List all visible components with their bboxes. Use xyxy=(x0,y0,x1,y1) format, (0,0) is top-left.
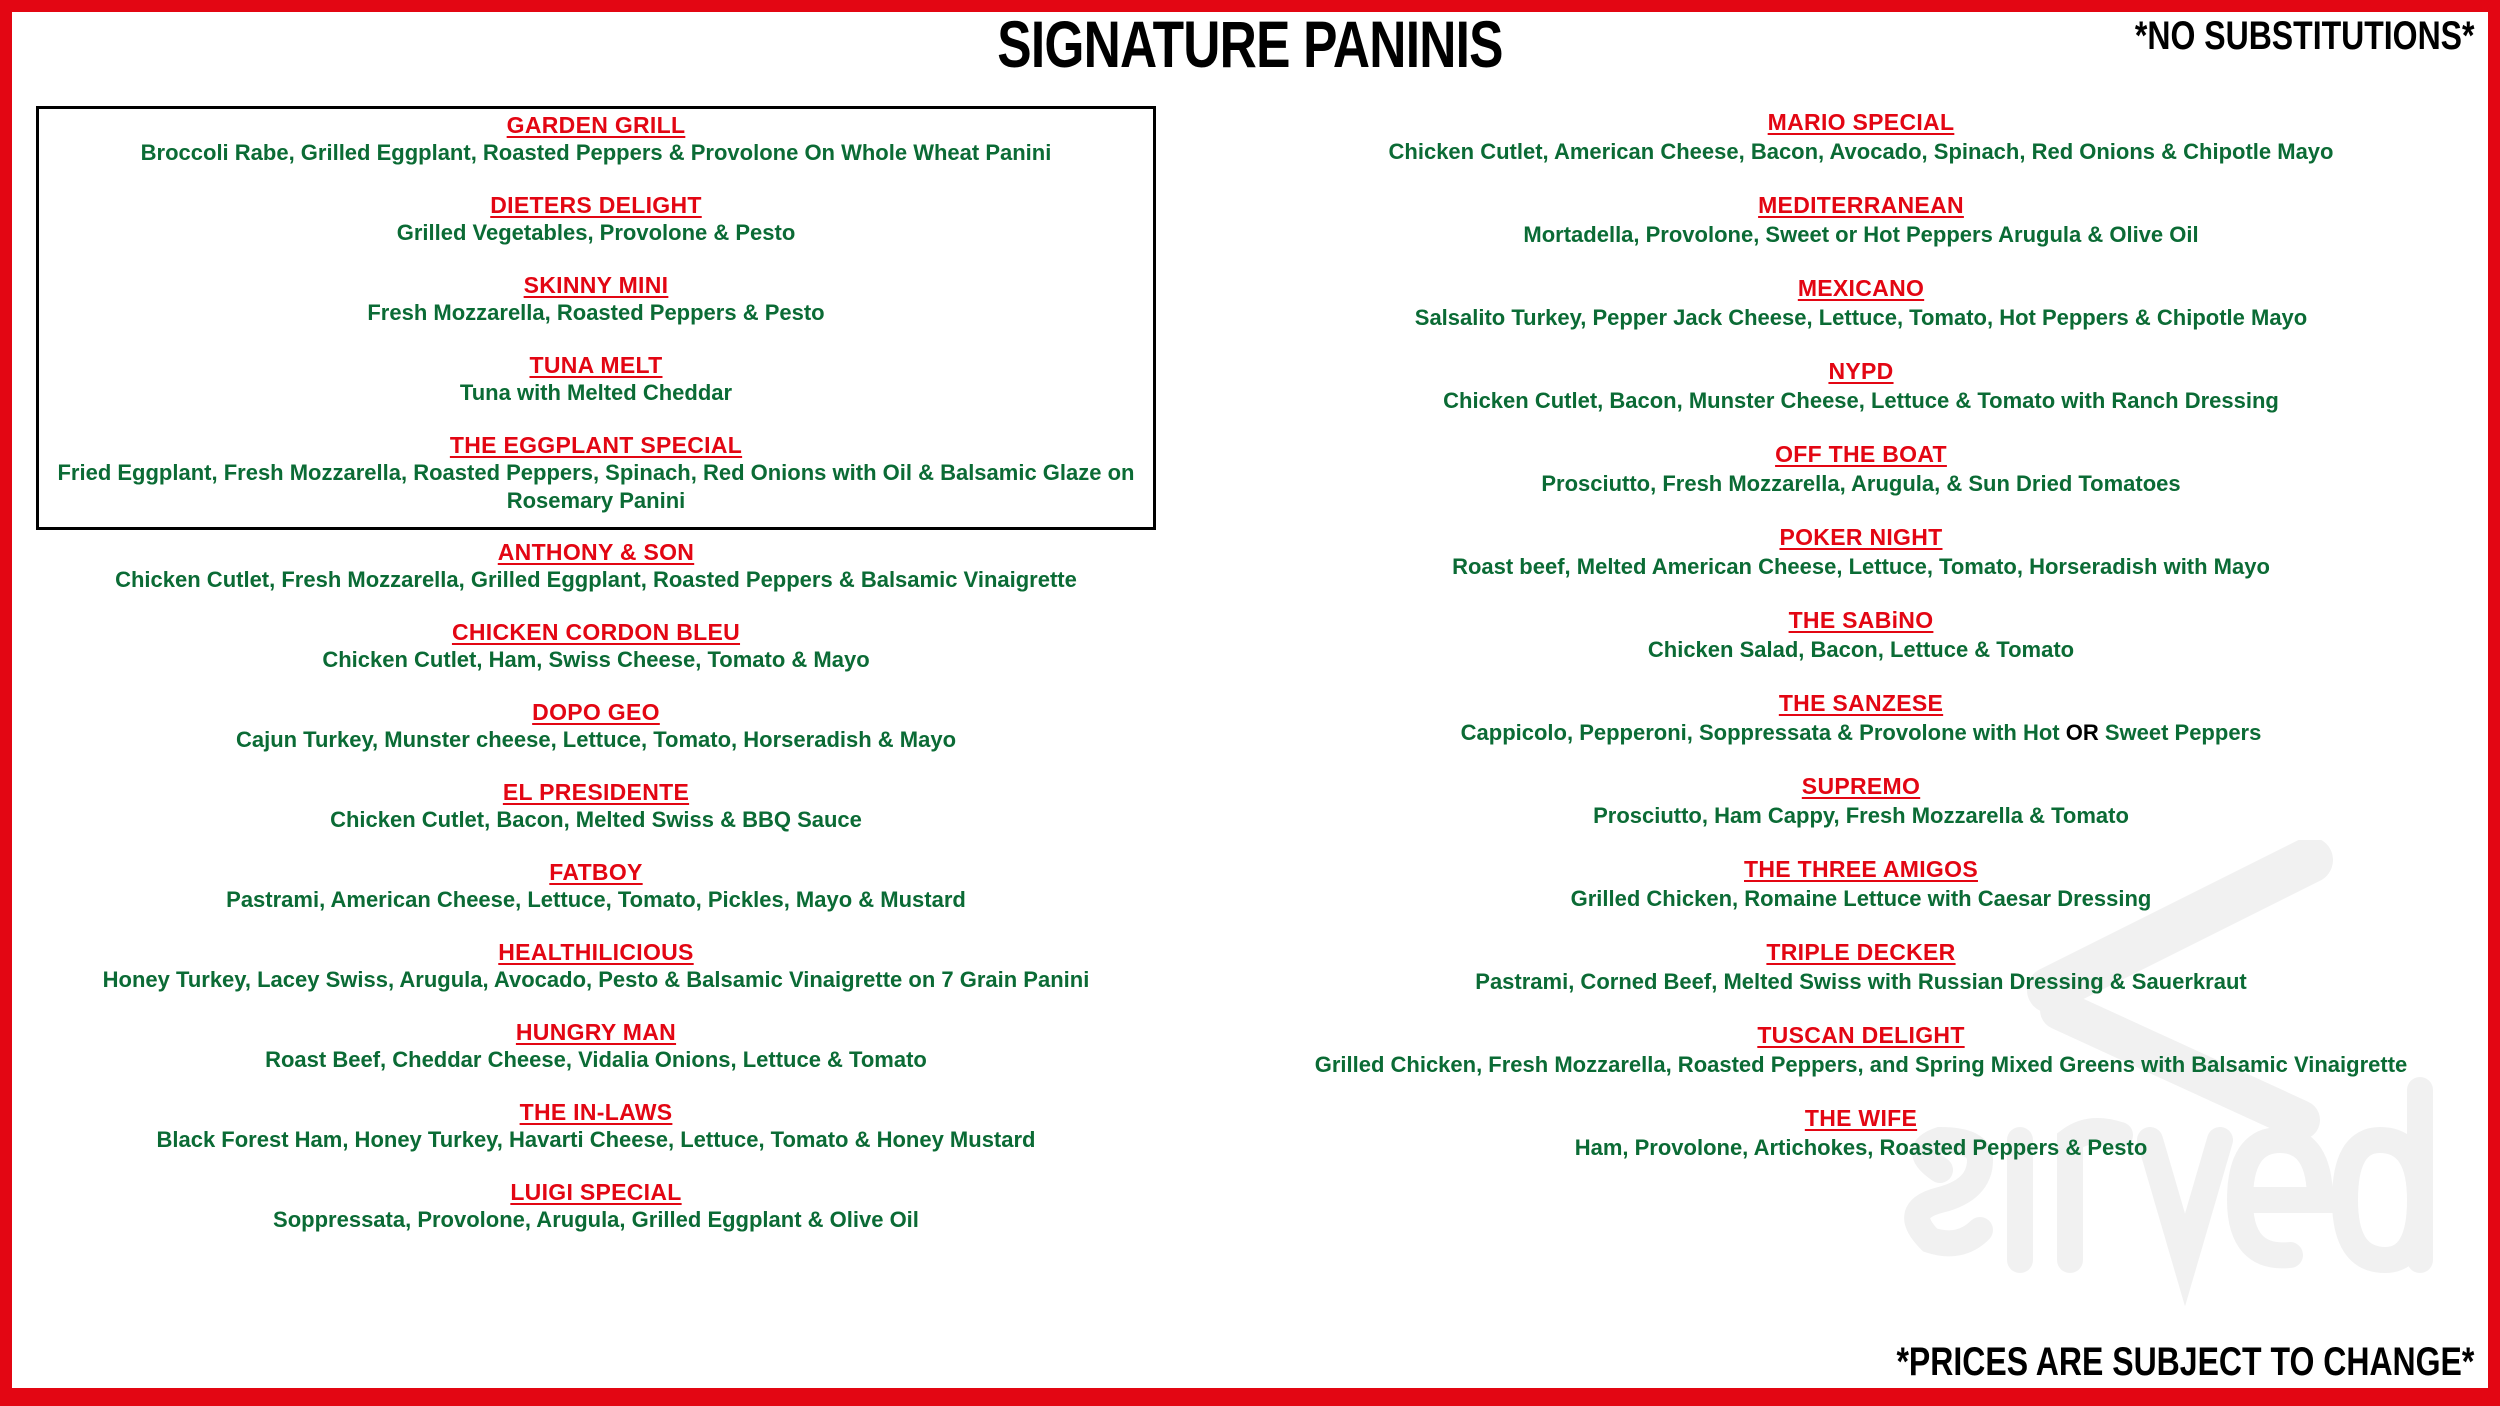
item-description: Fresh Mozzarella, Roasted Peppers & Pest… xyxy=(367,300,825,325)
item-name: TUNA MELT xyxy=(529,352,663,378)
item-description: Pastrami, American Cheese, Lettuce, Toma… xyxy=(226,887,966,912)
menu-item: THE THREE AMIGOS Grilled Chicken, Romaine… xyxy=(1571,855,2152,914)
menu-item: THE EGGPLANT SPECIAL Fried Eggplant, Fres… xyxy=(45,431,1147,515)
menu-item: NYPD Chicken Cutlet, Bacon, Munster Chees… xyxy=(1443,357,2279,416)
menu-item: ANTHONY & SON Chicken Cutlet, Fresh Mozza… xyxy=(115,538,1077,594)
item-name: THE EGGPLANT SPECIAL xyxy=(449,432,743,458)
item-name: POKER NIGHT xyxy=(1779,524,1943,550)
item-description: Grilled Chicken, Romaine Lettuce with Ca… xyxy=(1570,886,2152,911)
menu-item: EL PRESIDENTE Chicken Cutlet, Bacon, Melt… xyxy=(330,778,862,834)
menu-item: GARDEN GRILL Broccoli Rabe, Grilled Eggpl… xyxy=(141,111,1052,167)
menu-item: HEALTHILICIOUS Honey Turkey, Lacey Swiss,… xyxy=(103,938,1090,994)
prices-notice: *PRICES ARE SUBJECT TO CHANGE* xyxy=(1896,1340,2474,1384)
item-name: MARIO SPECIAL xyxy=(1767,109,1955,135)
item-description: Chicken Cutlet, Bacon, Melted Swiss & BB… xyxy=(330,807,862,832)
item-name: SKINNY MINI xyxy=(523,272,669,298)
no-substitutions-notice: *NO SUBSTITUTIONS* xyxy=(2134,14,2474,58)
item-name: THE WIFE xyxy=(1804,1105,1918,1131)
description-part: Cappicolo, Pepperoni, Soppressata & Prov… xyxy=(1460,720,2066,745)
sirved-watermark-logo-icon xyxy=(1904,840,2433,1307)
item-description: Chicken Cutlet, Bacon, Munster Cheese, L… xyxy=(1443,388,2279,413)
menu-item: THE IN-LAWS Black Forest Ham, Honey Turke… xyxy=(156,1098,1035,1154)
item-name: DOPO GEO xyxy=(532,699,660,725)
item-description: Fried Eggplant, Fresh Mozzarella, Roaste… xyxy=(57,460,1135,513)
item-description: Prosciutto, Ham Cappy, Fresh Mozzarella … xyxy=(1593,803,2129,828)
or-emphasis: OR xyxy=(2065,720,2099,745)
item-name: THE IN-LAWS xyxy=(519,1099,673,1125)
item-name: NYPD xyxy=(1828,358,1894,384)
description-part: Sweet Peppers xyxy=(2098,720,2262,745)
item-description: Roast beef, Melted American Cheese, Lett… xyxy=(1452,554,2270,579)
right-column: MARIO SPECIAL Chicken Cutlet, American Ch… xyxy=(1236,108,2486,1187)
item-name: CHICKEN CORDON BLEU xyxy=(451,619,741,645)
item-name: HUNGRY MAN xyxy=(515,1019,677,1045)
item-name: GARDEN GRILL xyxy=(506,112,686,138)
item-description: Tuna with Melted Cheddar xyxy=(459,380,733,405)
menu-item: SKINNY MINI Fresh Mozzarella, Roasted Pep… xyxy=(367,271,824,327)
menu-item: THE SANZESE Cappicolo, Pepperoni, Soppres… xyxy=(1461,689,2262,748)
menu-item: POKER NIGHT Roast beef, Melted American C… xyxy=(1452,523,2270,582)
item-name: THE SANZESE xyxy=(1778,690,1944,716)
item-name: EL PRESIDENTE xyxy=(502,779,690,805)
item-name: DIETERS DELIGHT xyxy=(490,192,702,218)
item-name: SUPREMO xyxy=(1801,773,1921,799)
item-description: Roast Beef, Cheddar Cheese, Vidalia Onio… xyxy=(265,1047,927,1072)
item-description: Cappicolo, Pepperoni, Soppressata & Prov… xyxy=(1461,718,2262,748)
menu-item: MEXICANO Salsalito Turkey, Pepper Jack Ch… xyxy=(1415,274,2307,333)
item-description: Salsalito Turkey, Pepper Jack Cheese, Le… xyxy=(1414,305,2308,330)
item-name: LUIGI SPECIAL xyxy=(510,1179,682,1205)
item-description: Ham, Provolone, Artichokes, Roasted Pepp… xyxy=(1574,1135,2148,1160)
menu-item: TUSCAN DELIGHT Grilled Chicken, Fresh Moz… xyxy=(1315,1021,2408,1080)
menu-item: MARIO SPECIAL Chicken Cutlet, American Ch… xyxy=(1389,108,2334,167)
item-name: THE THREE AMIGOS xyxy=(1744,856,1978,882)
item-description: Broccoli Rabe, Grilled Eggplant, Roasted… xyxy=(140,140,1052,165)
menu-item: SUPREMO Prosciutto, Ham Cappy, Fresh Mozz… xyxy=(1593,772,2129,831)
item-description: Chicken Cutlet, Ham, Swiss Cheese, Tomat… xyxy=(322,647,870,672)
item-description: Prosciutto, Fresh Mozzarella, Arugula, &… xyxy=(1541,471,2181,496)
menu-item: OFF THE BOAT Prosciutto, Fresh Mozzarella… xyxy=(1541,440,2180,499)
item-description: Soppressata, Provolone, Arugula, Grilled… xyxy=(273,1207,919,1232)
item-description: Cajun Turkey, Munster cheese, Lettuce, T… xyxy=(235,727,957,752)
item-name: THE SABiNO xyxy=(1788,607,1934,633)
menu-item: THE WIFE Ham, Provolone, Artichokes, Roas… xyxy=(1575,1104,2148,1163)
menu-item: DIETERS DELIGHT Grilled Vegetables, Provo… xyxy=(397,191,796,247)
item-name: OFF THE BOAT xyxy=(1775,441,1947,467)
item-description: Grilled Vegetables, Provolone & Pesto xyxy=(396,220,796,245)
item-description: Chicken Cutlet, American Cheese, Bacon, … xyxy=(1388,139,2334,164)
item-description: Chicken Cutlet, Fresh Mozzarella, Grille… xyxy=(115,567,1077,592)
item-name: ANTHONY & SON xyxy=(497,539,695,565)
menu-item: DOPO GEO Cajun Turkey, Munster cheese, Le… xyxy=(236,698,956,754)
menu-item: FATBOY Pastrami, American Cheese, Lettuce… xyxy=(226,858,966,914)
item-name: MEXICANO xyxy=(1797,275,1925,301)
menu-item: TUNA MELT Tuna with Melted Cheddar xyxy=(460,351,732,407)
item-name: TRIPLE DECKER xyxy=(1766,939,1956,965)
item-description: Grilled Chicken, Fresh Mozzarella, Roast… xyxy=(1314,1052,2408,1077)
menu-item: MEDITERRANEAN Mortadella, Provolone, Swee… xyxy=(1523,191,2198,250)
page-title: SIGNATURE PANINIS xyxy=(997,7,1503,81)
menu-item: LUIGI SPECIAL Soppressata, Provolone, Aru… xyxy=(273,1178,919,1234)
item-name: TUSCAN DELIGHT xyxy=(1757,1022,1965,1048)
item-name: FATBOY xyxy=(549,859,643,885)
featured-box: GARDEN GRILL Broccoli Rabe, Grilled Eggpl… xyxy=(36,106,1156,530)
item-description: Mortadella, Provolone, Sweet or Hot Pepp… xyxy=(1523,222,2199,247)
item-description: Pastrami, Corned Beef, Melted Swiss with… xyxy=(1475,969,2247,994)
item-name: MEDITERRANEAN xyxy=(1758,192,1964,218)
item-description: Chicken Salad, Bacon, Lettuce & Tomato xyxy=(1647,637,2075,662)
left-column: GARDEN GRILL Broccoli Rabe, Grilled Eggpl… xyxy=(16,106,1176,1258)
menu-item: HUNGRY MAN Roast Beef, Cheddar Cheese, Vi… xyxy=(265,1018,927,1074)
menu-item: TRIPLE DECKER Pastrami, Corned Beef, Melt… xyxy=(1475,938,2246,997)
item-description: Black Forest Ham, Honey Turkey, Havarti … xyxy=(156,1127,1036,1152)
item-description: Honey Turkey, Lacey Swiss, Arugula, Avoc… xyxy=(102,967,1090,992)
menu-item: THE SABiNO Chicken Salad, Bacon, Lettuce … xyxy=(1648,606,2074,665)
item-name: HEALTHILICIOUS xyxy=(498,939,694,965)
menu-item: CHICKEN CORDON BLEU Chicken Cutlet, Ham, … xyxy=(322,618,869,674)
left-list: ANTHONY & SON Chicken Cutlet, Fresh Mozza… xyxy=(103,538,1090,1258)
